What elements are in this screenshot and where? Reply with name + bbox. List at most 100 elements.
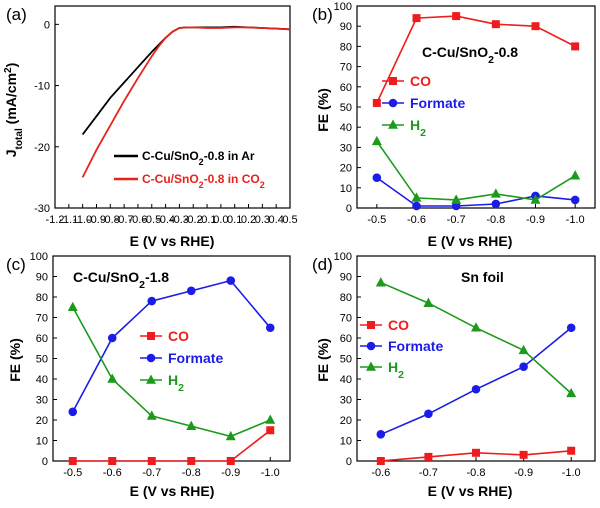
x-tick-label: -0.5 (367, 214, 386, 226)
data-point (186, 420, 197, 430)
legend-marker (366, 361, 376, 371)
y-axis-label: Jtotal (mA/cm2) (3, 63, 25, 158)
panel-label: (d) (312, 255, 333, 274)
y-tick-label: 30 (340, 142, 352, 154)
data-point (375, 277, 386, 287)
y-tick-label: 20 (36, 415, 48, 427)
data-point (490, 188, 501, 198)
x-tick-label: 0.3 (255, 214, 270, 226)
legend-label: CO (388, 317, 409, 333)
y-axis-label: FE (%) (7, 338, 23, 382)
legend-label: Formate (388, 338, 443, 354)
series-line-2 (376, 140, 576, 201)
y-tick-label: 80 (340, 41, 352, 53)
y-tick-label: 90 (340, 272, 352, 284)
legend-marker (388, 98, 398, 108)
x-tick-label: -1.0 (73, 214, 92, 226)
y-tick-label: -20 (34, 142, 50, 154)
y-tick-label: 0 (346, 203, 352, 215)
x-tick-label: -0.6 (103, 467, 122, 479)
data-point (265, 323, 275, 333)
y-tick-label: 90 (340, 21, 352, 33)
data-point (372, 173, 382, 182)
data-point (411, 192, 422, 202)
data-point (147, 296, 157, 306)
x-tick-label: -0.9 (526, 214, 545, 226)
data-point (519, 362, 528, 372)
legend-marker (146, 353, 156, 363)
data-point (107, 373, 118, 383)
x-tick-label: 0.0 (213, 214, 228, 226)
y-tick-label: 0 (42, 456, 48, 468)
y-tick-label: 80 (36, 292, 48, 304)
x-axis-label: E (V vs RHE) (130, 483, 215, 499)
data-point (412, 201, 421, 211)
data-point (471, 322, 481, 332)
x-tick-label: -0.6 (407, 214, 426, 226)
x-tick-label: -0.8 (101, 214, 120, 226)
x-tick-label: -0.7 (115, 214, 134, 226)
series-line-0 (72, 429, 271, 462)
data-point (472, 448, 480, 457)
data-point (226, 276, 236, 285)
data-point (225, 430, 236, 441)
data-point (566, 323, 576, 333)
legend-label: H2 (388, 359, 404, 381)
legend-marker (147, 332, 155, 340)
data-point (471, 384, 481, 394)
data-point (107, 333, 117, 343)
y-tick-label: 40 (340, 122, 352, 134)
x-tick-label: -0.6 (371, 467, 390, 479)
x-tick-label: -0.5 (63, 467, 82, 479)
y-tick-label: 80 (340, 292, 352, 304)
y-tick-label: 100 (334, 1, 352, 13)
data-point (567, 446, 576, 455)
x-tick-label: -0.8 (486, 214, 505, 226)
series-line-2 (72, 306, 271, 438)
x-tick-label: -0.5 (142, 214, 161, 226)
x-tick-label: -1.0 (562, 467, 581, 479)
chart-panel-0: -30-20-100-1.2-1.1-1.0-0.9-0.8-0.7-0.6-0… (3, 5, 298, 249)
panel-title: Sn foil (461, 269, 504, 285)
data-point (451, 201, 461, 211)
data-point (68, 407, 78, 417)
data-point (265, 414, 276, 424)
legend-label: H2 (410, 117, 426, 139)
y-tick-label: -30 (34, 203, 50, 215)
y-tick-label: 50 (36, 354, 48, 366)
data-point (423, 297, 434, 307)
y-tick-label: 50 (340, 354, 352, 366)
data-point (518, 344, 529, 355)
x-tick-label: -0.8 (182, 467, 201, 479)
y-tick-label: 70 (36, 313, 48, 325)
data-point (570, 170, 581, 180)
x-tick-label: -1.0 (261, 467, 280, 479)
y-tick-label: 60 (340, 333, 352, 345)
y-tick-label: 60 (340, 82, 352, 94)
data-point (519, 450, 528, 459)
x-axis-label: E (V vs RHE) (428, 233, 513, 249)
data-point (424, 452, 433, 461)
chart-panel-2: 0 10 20 30 40 50 60 70 80 90 100 -0.5 -0.6 -0.7 -0.8 -0… (6, 251, 291, 499)
x-tick-label: -0.4 (156, 214, 175, 226)
x-axis-label: E (V vs RHE) (130, 233, 215, 249)
x-tick-label: -1.0 (566, 214, 585, 226)
x-tick-label: -1.2 (46, 214, 65, 226)
data-point (530, 194, 541, 204)
y-tick-label: 30 (36, 395, 48, 407)
data-point (451, 194, 462, 204)
legend-label: H2 (168, 372, 184, 394)
legend-label: Formate (168, 350, 223, 366)
x-tick-label: -0.8 (467, 467, 486, 479)
data-point (372, 98, 381, 107)
data-point (146, 410, 157, 420)
x-axis-label: E (V vs RHE) (428, 483, 513, 499)
data-point (376, 457, 385, 465)
x-tick-label: -0.2 (184, 214, 203, 226)
y-tick-label: 0 (346, 456, 352, 468)
y-tick-label: -10 (34, 81, 50, 93)
series-line-1 (81, 26, 291, 178)
y-tick-label: 20 (340, 415, 352, 427)
data-point (491, 199, 501, 209)
panel-label: (c) (6, 255, 26, 274)
